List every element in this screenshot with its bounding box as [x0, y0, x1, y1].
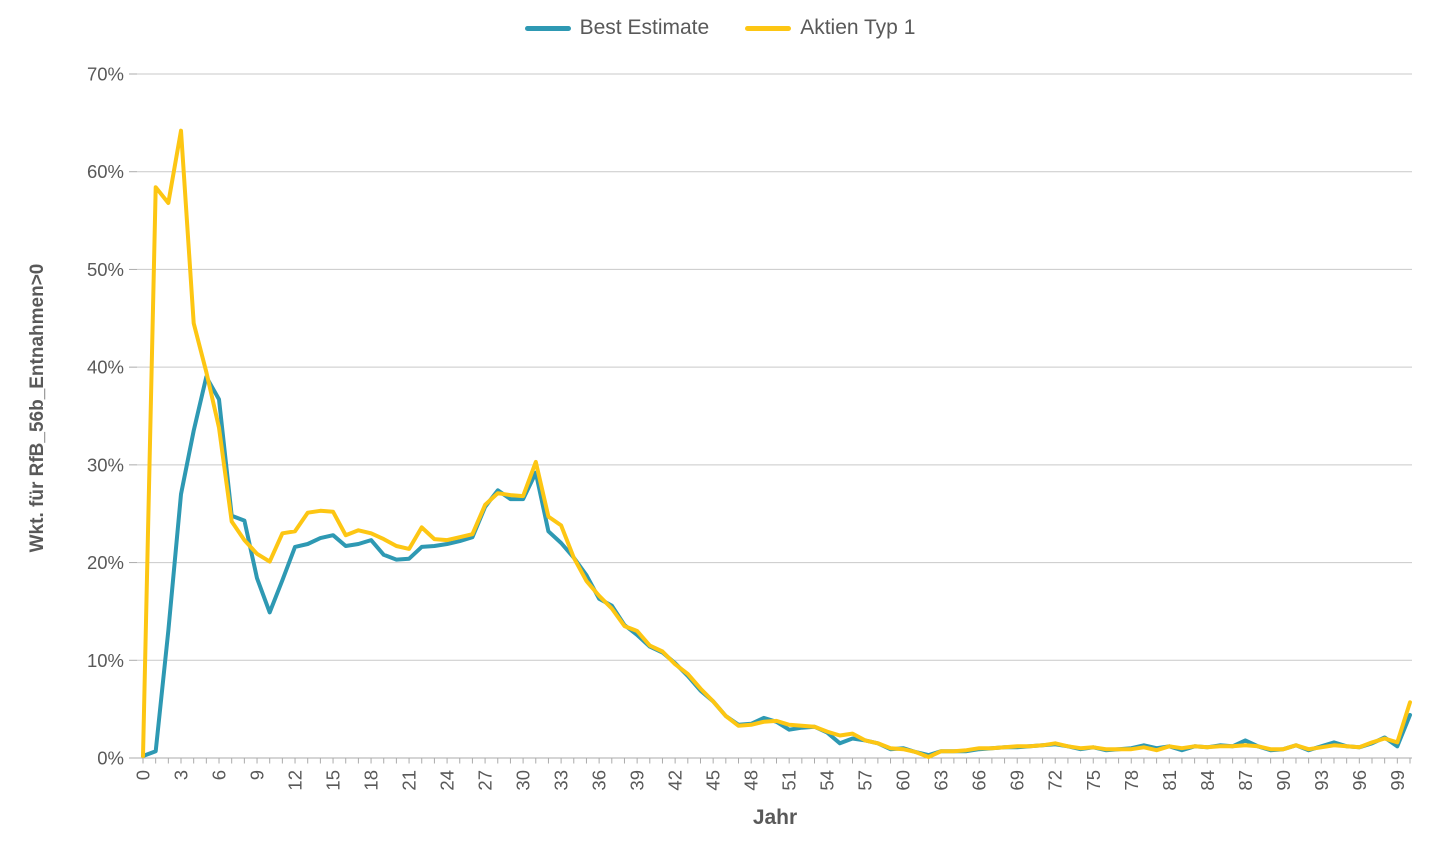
- series-line-best-estimate: [141, 374, 1412, 758]
- x-axis-title: Jahr: [752, 806, 798, 829]
- x-tick-label: 12: [285, 770, 306, 791]
- x-tick-label: 84: [1197, 770, 1218, 791]
- y-tick-label: 10%: [87, 650, 124, 671]
- x-tick-label: 6: [209, 770, 230, 780]
- x-tick-label: 15: [323, 770, 344, 791]
- x-tick-label: 96: [1349, 770, 1370, 791]
- y-tick-label: 70%: [87, 64, 124, 85]
- x-tick-label: 69: [1007, 770, 1028, 791]
- x-tick-label: 9: [247, 770, 268, 780]
- x-tick-label: 66: [969, 770, 990, 791]
- x-tick-label: 18: [361, 770, 382, 791]
- x-tick-label: 45: [703, 770, 724, 791]
- x-tick-label: 48: [741, 770, 762, 791]
- x-tick-label: 90: [1273, 770, 1294, 791]
- x-tick-label: 54: [817, 770, 838, 791]
- x-tick-label: 30: [513, 770, 534, 791]
- y-tick-label: 0%: [97, 748, 124, 769]
- x-tick-label: 51: [779, 770, 800, 791]
- x-tick-label: 57: [855, 770, 876, 791]
- legend-label: Aktien Typ 1: [800, 16, 916, 39]
- y-tick-label: 60%: [87, 161, 124, 182]
- x-tick-label: 75: [1083, 770, 1104, 791]
- x-tick-label: 24: [437, 770, 458, 791]
- x-tick-label: 87: [1235, 770, 1256, 791]
- x-tick-label: 99: [1387, 770, 1408, 791]
- y-axis-title: Wkt. für RfB_56b_Entnahmen>0: [27, 263, 48, 553]
- x-tick-label: 27: [475, 770, 496, 791]
- legend-label: Best Estimate: [579, 16, 710, 39]
- x-tick-label: 39: [627, 770, 648, 791]
- y-tick-label: 40%: [87, 357, 124, 378]
- x-tick-label: 42: [665, 770, 686, 791]
- x-tick-label: 0: [133, 770, 154, 780]
- x-tick-label: 78: [1121, 770, 1142, 791]
- x-tick-label: 36: [589, 770, 610, 791]
- legend-item-best-estimate: Best Estimate: [524, 16, 710, 40]
- x-tick-label: 93: [1311, 770, 1332, 791]
- x-tick-label: 60: [893, 770, 914, 791]
- x-tick-label: 63: [931, 770, 952, 791]
- legend-line-swatch-teal: [524, 25, 571, 31]
- x-tick-label: 33: [551, 770, 572, 791]
- legend-item-aktien-typ-1: Aktien Typ 1: [745, 16, 915, 40]
- legend: Best Estimate Aktien Typ 1: [0, 16, 1440, 40]
- series-line-aktien-typ-1: [141, 128, 1412, 759]
- x-tick-label: 81: [1159, 770, 1180, 791]
- x-tick-label: 3: [171, 770, 192, 780]
- x-tick-label: 21: [399, 770, 420, 791]
- x-tick-label: 72: [1045, 770, 1066, 791]
- y-tick-label: 20%: [87, 552, 124, 573]
- legend-line-swatch-yellow: [745, 25, 792, 31]
- y-tick-label: 50%: [87, 259, 124, 280]
- y-tick-label: 30%: [87, 454, 124, 475]
